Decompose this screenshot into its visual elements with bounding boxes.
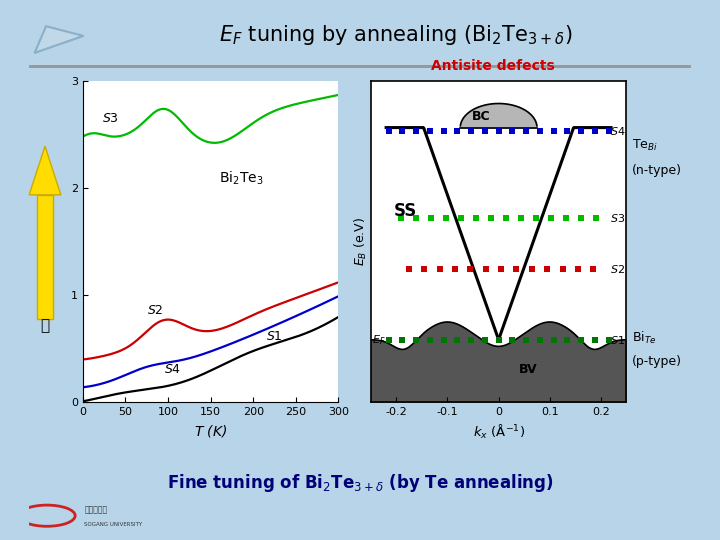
Text: BC: BC [472,110,490,123]
Text: $S2$: $S2$ [147,305,163,318]
Polygon shape [37,195,53,319]
X-axis label: $T$ (K): $T$ (K) [194,423,228,438]
Text: (n-type): (n-type) [632,164,682,177]
Text: Bi$_{Te}$: Bi$_{Te}$ [632,329,657,346]
Y-axis label: $\rho$ (m$\Omega$cm): $\rho$ (m$\Omega$cm) [48,210,66,273]
Text: Bi$_2$Te$_3$: Bi$_2$Te$_3$ [219,170,264,187]
X-axis label: $k_x$ (Å$^{-1}$): $k_x$ (Å$^{-1}$) [472,423,525,441]
Text: $S2$: $S2$ [610,263,625,275]
Text: SOGANG UNIVERSITY: SOGANG UNIVERSITY [84,522,143,526]
Text: $S3$: $S3$ [102,112,118,125]
Text: $E_F$ tuning by annealing (Bi$_2$Te$_{3+\delta}$): $E_F$ tuning by annealing (Bi$_2$Te$_{3+… [219,23,573,47]
Text: Te$_{Bi}$: Te$_{Bi}$ [632,138,658,153]
Polygon shape [30,146,60,195]
Text: BV: BV [519,363,538,376]
Text: $S4$: $S4$ [610,125,626,137]
Text: 서강대학교: 서강대학교 [84,505,107,515]
Text: $S4$: $S4$ [163,363,181,376]
Text: ⚿: ⚿ [40,318,50,333]
Text: $S1$: $S1$ [266,330,283,343]
Text: Antisite defects: Antisite defects [431,59,555,73]
Text: $E_F$: $E_F$ [372,333,385,347]
Polygon shape [35,36,84,53]
Text: SS: SS [394,202,417,220]
Y-axis label: $E_B$ (e.V): $E_B$ (e.V) [354,217,369,266]
Text: $S3$: $S3$ [610,212,625,224]
Text: $S1$: $S1$ [610,334,625,346]
Polygon shape [35,26,84,53]
Text: Fine tuning of Bi$_2$Te$_{3+\delta}$ (by Te annealing): Fine tuning of Bi$_2$Te$_{3+\delta}$ (by… [166,472,554,494]
Text: (p-type): (p-type) [632,355,682,368]
